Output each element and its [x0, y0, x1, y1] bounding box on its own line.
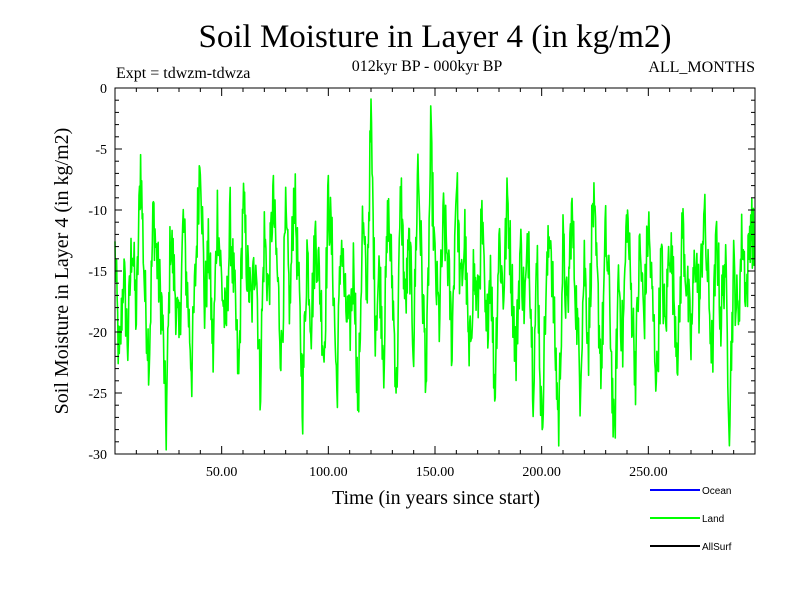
series-line-land	[114, 98, 756, 451]
y-tick-label: -25	[88, 387, 107, 402]
period-label: ALL_MONTHS	[648, 59, 755, 76]
y-tick-label: 0	[100, 82, 107, 97]
legend: Ocean Land AllSurf	[650, 486, 732, 553]
chart-subtitle: 012kyr BP - 000kyr BP	[352, 58, 503, 75]
x-tick-label: 150.00	[416, 465, 455, 480]
y-tick-label: -30	[88, 448, 107, 463]
tick-layer: 0 -5 -10 -15 -20 -25 -30 50.00 100.00 150.00 200.0…	[88, 82, 755, 480]
experiment-label: Expt = tdwzm-tdwza	[116, 65, 250, 82]
legend-label-allsurf: AllSurf	[702, 542, 732, 553]
plot-layer	[114, 98, 756, 451]
y-tick-label: -15	[88, 265, 107, 280]
y-axis-label: Soil Moisture in Layer 4 (in kg/m2)	[51, 128, 73, 415]
y-tick-label: -20	[88, 326, 107, 341]
legend-label-land: Land	[702, 514, 724, 525]
x-axis-label: Time (in years since start)	[332, 487, 540, 509]
x-tick-label: 200.00	[522, 465, 561, 480]
x-tick-label: 50.00	[206, 465, 238, 480]
y-tick-label: -10	[88, 204, 107, 219]
legend-label-ocean: Ocean	[702, 486, 731, 497]
y-tick-label: -5	[95, 143, 107, 158]
chart-title: Soil Moisture in Layer 4 (in kg/m2)	[199, 19, 672, 55]
x-tick-label: 100.00	[309, 465, 348, 480]
x-tick-label: 250.00	[629, 465, 668, 480]
